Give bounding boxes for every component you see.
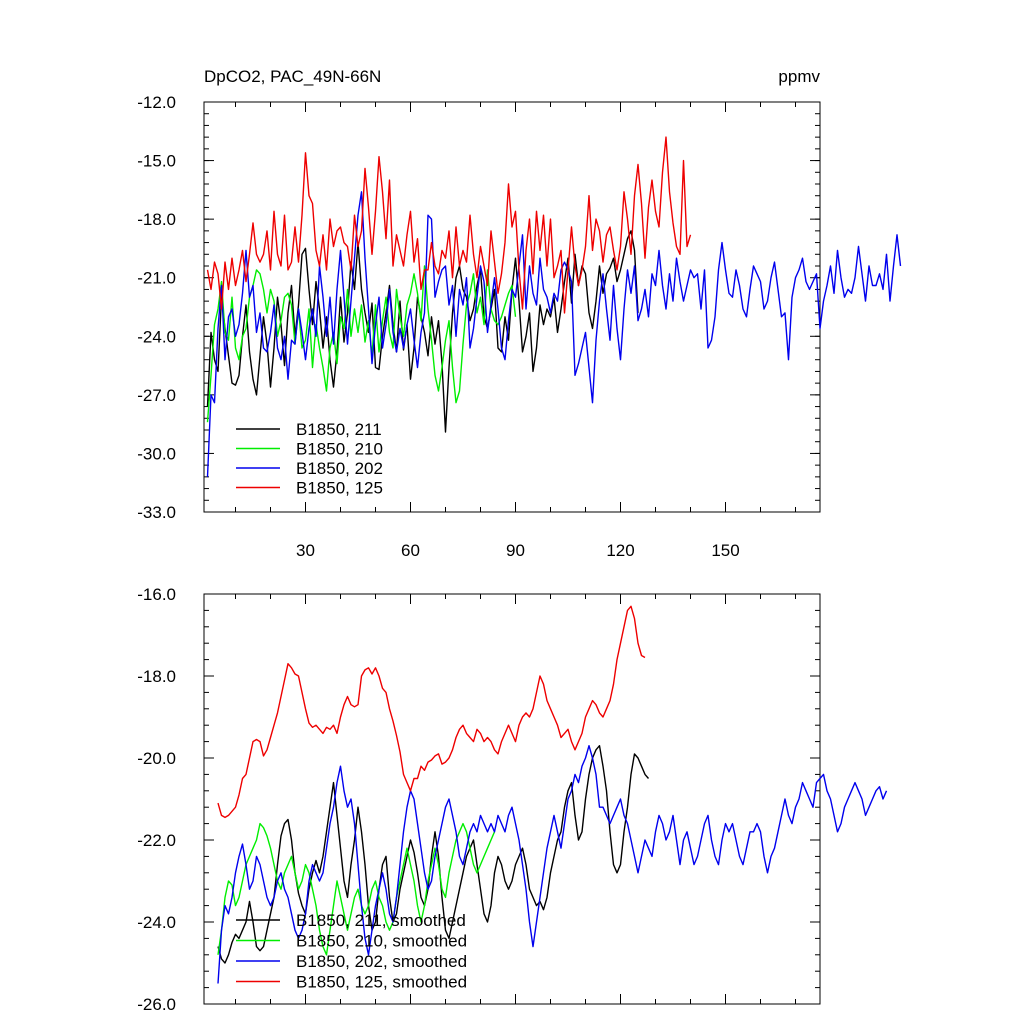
plot-frame xyxy=(203,593,821,1005)
x-tick-label: 90 xyxy=(506,541,525,560)
y-tick-label: -20.0 xyxy=(137,749,176,768)
legend-label-4: B1850, 125, smoothed xyxy=(296,973,467,992)
y-tick-label: -18.0 xyxy=(137,667,176,686)
plot-frame xyxy=(203,101,821,513)
y-tick-label: -30.0 xyxy=(137,444,176,463)
y-tick-label: -26.0 xyxy=(137,995,176,1014)
legend-label-1: B1850, 211, smoothed xyxy=(296,911,466,930)
y-tick-label: -27.0 xyxy=(137,386,176,405)
legend-label-2: B1850, 210 xyxy=(296,440,383,459)
x-tick-label: 150 xyxy=(711,541,739,560)
series-line-4 xyxy=(206,136,692,314)
top-panel: 30 60 90 120 150 -33.0 -30.0 -27.0 -24.0 -21.0 -18… xyxy=(137,93,902,560)
series-line-1 xyxy=(217,745,650,964)
legend-label-2: B1850, 210, smoothed xyxy=(296,932,467,951)
series-line-4 xyxy=(217,605,646,819)
legend-label-3: B1850, 202, smoothed xyxy=(296,952,467,971)
x-tick-label: 120 xyxy=(606,541,634,560)
series-line-2 xyxy=(206,265,517,423)
y-tick-label: -24.0 xyxy=(137,327,176,346)
figure-title: DpCO2, PAC_49N-66N xyxy=(204,67,381,86)
legend-label-1: B1850, 211 xyxy=(296,420,382,439)
y-tick-label: -21.0 xyxy=(137,269,176,288)
series-line-2 xyxy=(217,822,496,956)
legend-label-4: B1850, 125 xyxy=(296,479,383,498)
y-tick-label: -12.0 xyxy=(137,93,176,112)
y-tick-label: -18.0 xyxy=(137,210,176,229)
y-tick-label: -16.0 xyxy=(137,585,176,604)
x-tick-label: 60 xyxy=(401,541,420,560)
series-line-3 xyxy=(217,745,888,984)
bottom-panel: -26.0 -24.0 -22.0 -20.0 -18.0 -16.0 B1850, 211… xyxy=(137,585,888,1014)
y-tick-label: -15.0 xyxy=(137,152,176,171)
legend-label-3: B1850, 202 xyxy=(296,459,383,478)
y-tick-label: -22.0 xyxy=(137,831,176,850)
y-tick-label: -33.0 xyxy=(137,503,176,522)
figure-units: ppmv xyxy=(778,67,820,86)
y-tick-label: -24.0 xyxy=(137,913,176,932)
x-tick-label: 30 xyxy=(296,541,315,560)
series-line-3 xyxy=(206,191,902,477)
